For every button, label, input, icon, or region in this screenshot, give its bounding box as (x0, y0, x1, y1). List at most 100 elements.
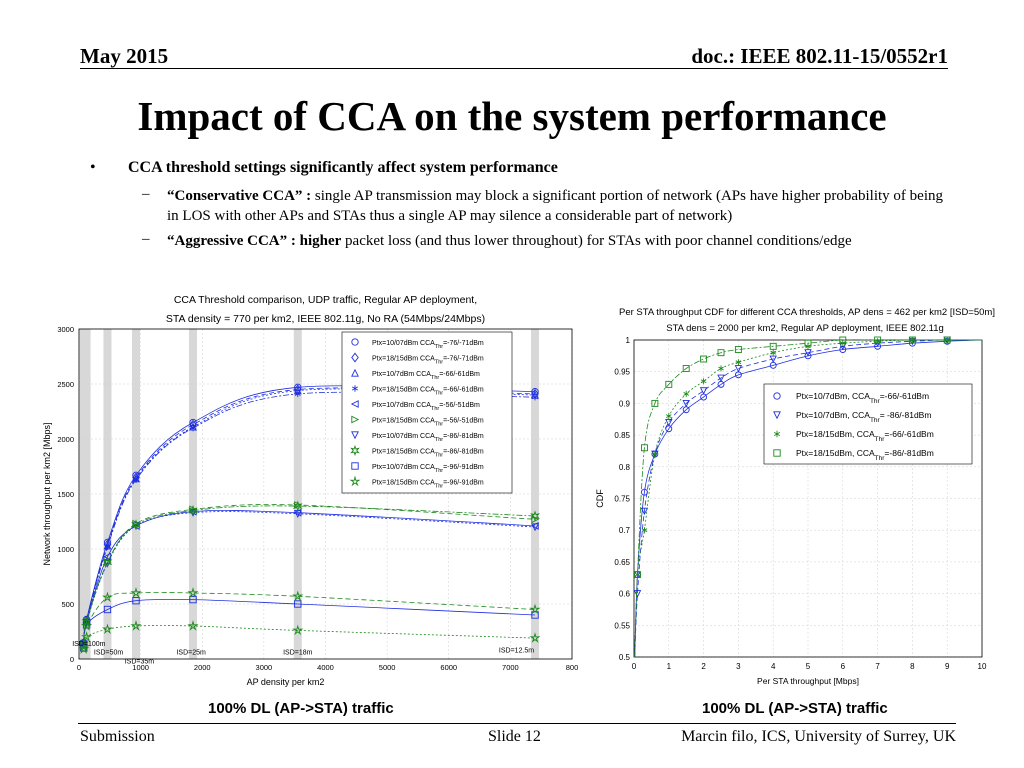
data-point (132, 522, 140, 531)
data-point (102, 556, 113, 568)
y-tick-label: 1 (626, 336, 631, 345)
legend-label: Ptx=18/15dBm CCAThr=-76/-71dBm (372, 356, 484, 366)
y-tick-label: 1000 (57, 545, 74, 554)
data-point (682, 399, 690, 408)
chart-subtitle: STA density = 770 per km2, IEEE 802.11g,… (166, 313, 485, 325)
chart-title: Per STA throughput CDF for different CCA… (619, 307, 995, 318)
x-tick-label: 6000 (440, 663, 457, 672)
y-tick-label: 2500 (57, 380, 74, 389)
caption-right: 100% DL (AP->STA) traffic (702, 700, 888, 717)
header-date: May 2015 (80, 44, 169, 68)
x-tick-label: 1000 (132, 663, 149, 672)
data-point (700, 355, 708, 363)
x-tick-label: 2000 (194, 663, 211, 672)
y-tick-label: 3000 (57, 325, 74, 334)
footer-slide-number: Slide 12 (488, 728, 541, 745)
density-band (293, 329, 302, 659)
data-point (804, 352, 812, 360)
sub-bullet-dash: – (142, 231, 150, 247)
data-point (734, 365, 743, 373)
chart-title: CCA Threshold comparison, UDP traffic, R… (174, 294, 477, 306)
x-tick-label: 0 (77, 663, 81, 672)
data-point (839, 336, 847, 344)
data-point (189, 595, 197, 604)
data-point (665, 418, 673, 427)
series-line (83, 505, 536, 644)
data-point (532, 394, 539, 401)
data-point (699, 387, 708, 395)
data-point (351, 338, 359, 346)
data-point (350, 444, 360, 457)
chart-legend (341, 331, 513, 494)
data-point (104, 543, 111, 550)
isd-annotation: ISD=35m (125, 658, 155, 665)
data-point (78, 643, 90, 654)
data-point (640, 507, 649, 516)
series-line (634, 339, 982, 658)
legend-label: Ptx=18/15dBm CCAThr=-66/-61dBm (372, 387, 484, 397)
x-tick-label: 7 (875, 662, 880, 671)
data-point (770, 349, 777, 356)
data-point (292, 500, 303, 512)
sub-bullet-aggressive: “Aggressive CCA” : higher packet loss (a… (167, 231, 957, 251)
x-tick-label: 7000 (502, 663, 519, 672)
series-line (83, 592, 536, 647)
chart-subtitle: STA dens = 2000 per km2, Regular AP depl… (666, 323, 944, 334)
data-point (131, 519, 141, 531)
data-point (773, 430, 781, 438)
plot-frame (78, 328, 573, 660)
per-sta-throughput-cdf-chart: Per STA throughput CDF for different CCA… (595, 307, 995, 686)
isd-annotation: ISD=100m (72, 641, 105, 648)
data-point (804, 339, 812, 347)
data-point (292, 590, 304, 602)
x-tick-label: 8 (910, 662, 915, 671)
data-point (531, 523, 539, 532)
data-point (773, 411, 781, 420)
data-point (717, 349, 725, 357)
y-axis-label: CDF (595, 489, 605, 508)
data-point (103, 559, 112, 568)
legend-label: Ptx=10/7dBm CCAThr=-56/-51dBm (372, 402, 480, 412)
footer-divider (78, 723, 956, 724)
header-doc-id: doc.: IEEE 802.11-15/0552r1 (691, 44, 948, 68)
x-tick-label: 3000 (256, 663, 273, 672)
y-tick-label: 0.95 (614, 368, 630, 377)
data-point (350, 400, 359, 408)
data-point (665, 413, 672, 420)
data-point (294, 600, 302, 608)
data-point (294, 383, 302, 391)
footer-author: Marcin filo, ICS, University of Surrey, … (681, 728, 956, 745)
data-point (351, 431, 359, 440)
x-tick-label: 5 (806, 662, 811, 671)
data-point (351, 462, 359, 470)
throughput-vs-ap-density-chart: CCA Threshold comparison, UDP traffic, R… (42, 294, 578, 687)
y-tick-label: 0.8 (619, 463, 631, 472)
sub-bullet-conservative: “Conservative CCA” : single AP transmiss… (167, 186, 957, 226)
data-point (530, 521, 539, 530)
data-point (132, 476, 140, 483)
series-line (83, 598, 536, 649)
data-point (773, 392, 781, 400)
sub-bullet-conservative-text: single AP transmission may block a signi… (167, 188, 943, 224)
data-point (351, 368, 359, 377)
data-point (908, 336, 916, 344)
data-point (189, 424, 197, 432)
isd-annotation: ISD=50m (94, 650, 124, 657)
x-tick-label: 10 (978, 662, 987, 671)
data-point (769, 342, 777, 350)
legend-label: Ptx=10/07dBm CCAThr=-86/-81dBm (372, 433, 484, 443)
data-point (292, 624, 304, 636)
y-tick-label: 0.9 (619, 399, 631, 408)
data-point (700, 378, 707, 385)
y-tick-label: 2000 (57, 435, 74, 444)
y-tick-label: 1500 (57, 490, 74, 499)
isd-annotation: ISD=25m (176, 650, 206, 657)
data-point (349, 475, 361, 487)
x-tick-label: 0 (632, 662, 637, 671)
x-tick-label: 6 (841, 662, 846, 671)
data-point (187, 587, 199, 598)
data-point (769, 355, 777, 364)
data-point (652, 451, 658, 458)
data-point (874, 336, 882, 344)
legend-label: Ptx=18/15dBm CCAThr=-56/-51dBm (372, 418, 484, 428)
